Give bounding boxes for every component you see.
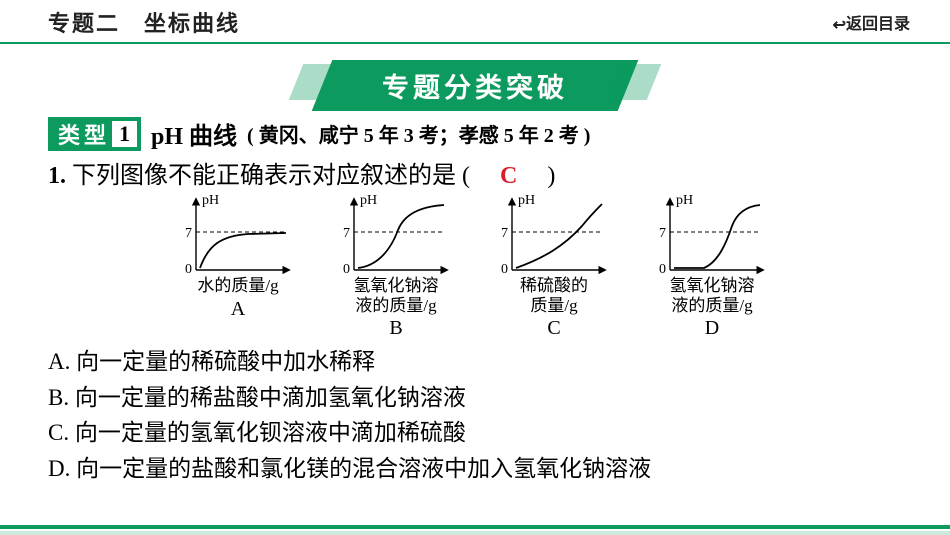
svg-text:0: 0 — [659, 262, 666, 277]
chart-svg: pH 7 0 — [494, 192, 614, 278]
svg-text:0: 0 — [343, 262, 350, 277]
chart-svg: pH 7 0 — [336, 192, 456, 278]
svg-text:pH: pH — [518, 193, 535, 208]
question-text: 下列图像不能正确表示对应叙述的是 — [72, 163, 456, 189]
option-a: A. 向一定量的稀硫酸中加水稀释 — [48, 344, 950, 380]
chart-xlabel: 稀硫酸的质量/g — [484, 276, 624, 315]
chart-tag: B — [326, 317, 466, 340]
type-chip-label: 类型 — [58, 118, 110, 150]
question-number: 1. — [48, 163, 66, 189]
option-text: 向一定量的稀硫酸中加水稀释 — [76, 349, 375, 374]
option-b: B. 向一定量的稀盐酸中滴加氢氧化钠溶液 — [48, 380, 950, 416]
chart-tag: A — [168, 298, 308, 321]
svg-text:pH: pH — [202, 193, 219, 208]
type-chip-number: 1 — [112, 121, 137, 147]
option-text: 向一定量的氢氧化钡溶液中滴加稀硫酸 — [75, 420, 466, 445]
option-c: C. 向一定量的氢氧化钡溶液中滴加稀硫酸 — [48, 415, 950, 451]
chart-svg: pH 7 0 — [178, 192, 298, 278]
section-banner: 专题分类突破 — [0, 50, 950, 108]
type-row: 类型 1 pH 曲线 ( 黄冈、咸宁 5 年 3 考；孝感 5 年 2 考 ) — [48, 116, 950, 151]
options-block: A. 向一定量的稀硫酸中加水稀释B. 向一定量的稀盐酸中滴加氢氧化钠溶液C. 向… — [48, 344, 950, 487]
return-nav[interactable]: ↩返回目录 — [833, 10, 910, 34]
chart-tag: C — [484, 317, 624, 340]
svg-text:7: 7 — [185, 226, 192, 241]
chart-b: pH 7 0氢氧化钠溶液的质量/gB — [326, 192, 466, 340]
chart-a: pH 7 0水的质量/gA — [168, 192, 308, 340]
paren-close: ) — [523, 163, 555, 189]
svg-text:0: 0 — [185, 262, 192, 277]
question-answer: C — [494, 163, 523, 189]
chart-xlabel: 氢氧化钠溶液的质量/g — [326, 276, 466, 315]
option-d: D. 向一定量的盐酸和氯化镁的混合溶液中加入氢氧化钠溶液 — [48, 451, 950, 487]
return-icon: ↩ — [833, 15, 846, 35]
chart-d: pH 7 0氢氧化钠溶液的质量/gD — [642, 192, 782, 340]
question-line: 1. 下列图像不能正确表示对应叙述的是 ( C ) — [48, 155, 950, 190]
svg-text:pH: pH — [676, 193, 693, 208]
ph-subnote: ( 黄冈、咸宁 5 年 3 考；孝感 5 年 2 考 ) — [247, 119, 590, 148]
option-key: A. — [48, 349, 70, 374]
svg-text:7: 7 — [501, 226, 508, 241]
banner-text: 专题分类突破 — [382, 66, 568, 105]
option-text: 向一定量的盐酸和氯化镁的混合溶液中加入氢氧化钠溶液 — [76, 456, 651, 481]
option-key: D. — [48, 456, 70, 481]
chart-tag: D — [642, 317, 782, 340]
option-key: B. — [48, 385, 69, 410]
chart-xlabel: 氢氧化钠溶液的质量/g — [642, 276, 782, 315]
svg-text:7: 7 — [659, 226, 666, 241]
type-chip: 类型 1 — [48, 117, 141, 151]
footer-stripe — [0, 525, 950, 529]
chart-row: pH70水的质量/gApH70氢氧化钠溶液的质量/gBpH70稀硫酸的质量/gC… — [0, 192, 950, 340]
chart-c: pH 7 0稀硫酸的质量/gC — [484, 192, 624, 340]
svg-text:pH: pH — [360, 193, 377, 208]
return-label-a: 返回 — [846, 16, 878, 33]
paren-open: ( — [462, 163, 494, 189]
option-key: C. — [48, 420, 69, 445]
chart-svg: pH 7 0 — [652, 192, 772, 278]
svg-text:0: 0 — [501, 262, 508, 277]
ph-en: pH — [151, 124, 183, 150]
slide-header: 专题二 坐标曲线 ↩返回目录 — [0, 0, 950, 44]
return-label-b: 目录 — [878, 16, 910, 33]
ph-zh: 曲线 — [189, 123, 237, 150]
header-title: 专题二 坐标曲线 — [48, 6, 240, 38]
ph-title: pH 曲线 — [151, 116, 237, 151]
option-text: 向一定量的稀盐酸中滴加氢氧化钠溶液 — [75, 385, 466, 410]
footer-stripe-light — [0, 531, 950, 535]
chart-xlabel: 水的质量/g — [168, 276, 308, 296]
svg-text:7: 7 — [343, 226, 350, 241]
